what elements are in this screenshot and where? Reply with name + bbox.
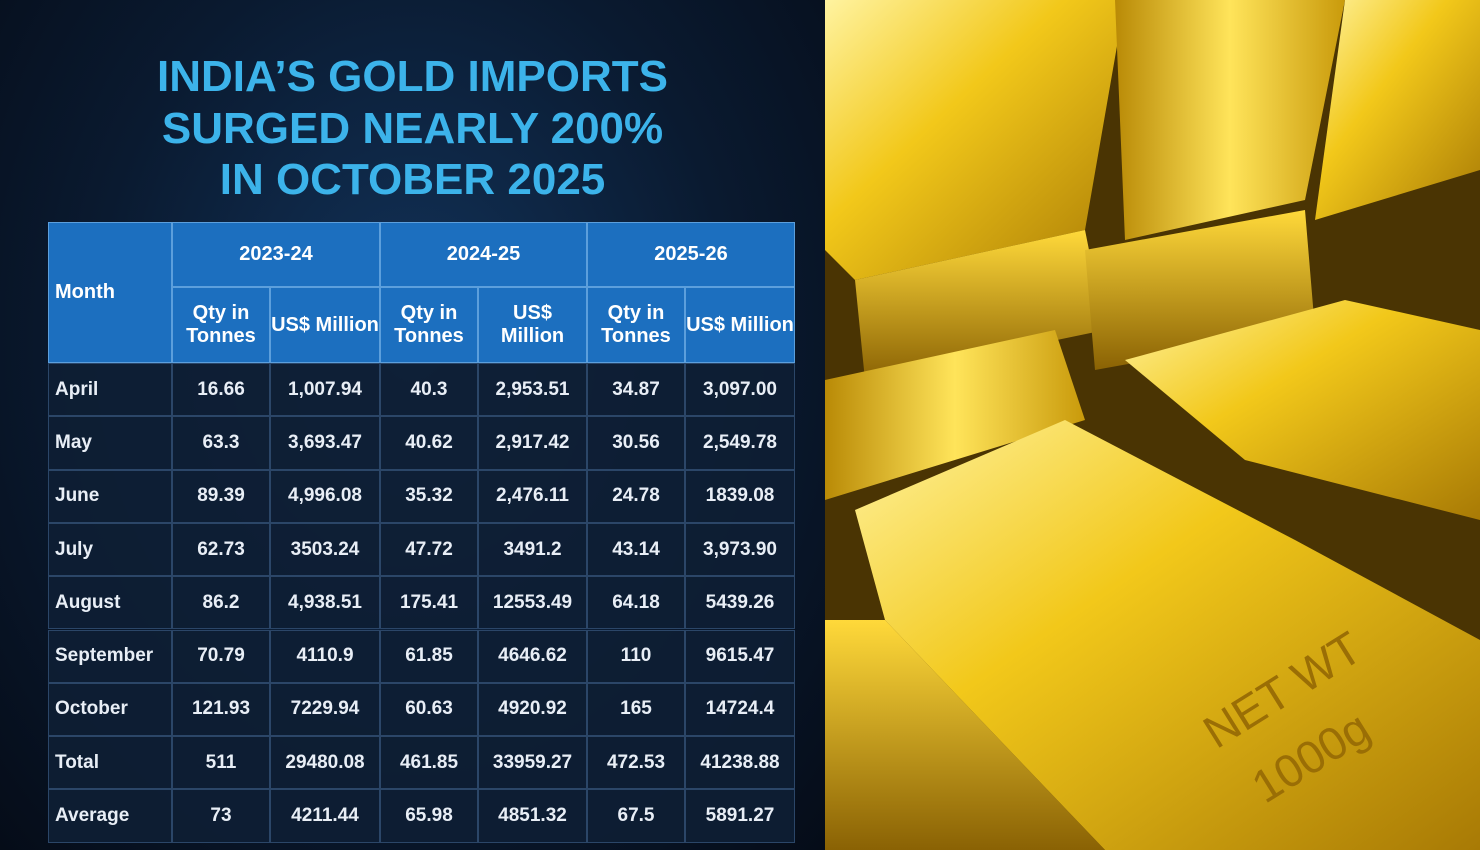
value-cell: 3,693.47 [270,416,380,470]
value-cell: 16.66 [172,363,270,417]
value-cell: 86.2 [172,576,270,630]
value-cell: 63.3 [172,416,270,470]
value-cell: 65.98 [380,789,478,843]
month-cell: April [48,363,172,417]
value-cell: 30.56 [587,416,685,470]
month-cell: September [48,629,172,683]
value-cell: 41238.88 [685,736,795,790]
bar [855,420,1480,850]
sub-header: Qty in Tonnes [380,287,478,363]
value-cell: 33959.27 [478,736,587,790]
title-line: IN OCTOBER 2025 [219,155,606,204]
value-cell: 175.41 [380,576,478,630]
title-line: SURGED NEARLY 200% [161,104,664,153]
value-cell: 121.93 [172,682,270,737]
bar-side [825,620,1105,850]
sub-header: US$ Million [685,287,795,363]
group-header: 2023-24 [172,222,380,287]
value-cell: 40.62 [380,416,478,470]
month-cell: Total [48,736,172,790]
bar [1315,0,1480,220]
value-cell: 110 [587,629,685,683]
value-cell: 67.5 [587,789,685,843]
value-cell: 12553.49 [478,576,587,630]
value-cell: 35.32 [380,469,478,523]
month-cell: June [48,469,172,523]
value-cell: 29480.08 [270,736,380,790]
month-cell: July [48,522,172,577]
value-cell: 3491.2 [478,522,587,577]
infographic: INDIA’S GOLD IMPORTS SURGED NEARLY 200% … [0,0,825,850]
value-cell: 4,938.51 [270,576,380,630]
value-cell: 2,476.11 [478,469,587,523]
group-header: 2025-26 [587,222,795,287]
value-cell: 1,007.94 [270,363,380,417]
sub-header: US$ Million [478,287,587,363]
month-cell: Average [48,789,172,843]
value-cell: 73 [172,789,270,843]
value-cell: 4110.9 [270,629,380,683]
value-cell: 165 [587,682,685,737]
value-cell: 2,953.51 [478,363,587,417]
value-cell: 5439.26 [685,576,795,630]
month-cell: August [48,576,172,630]
value-cell: 40.3 [380,363,478,417]
value-cell: 60.63 [380,682,478,737]
month-cell: May [48,416,172,470]
value-cell: 7229.94 [270,682,380,737]
group-header: 2024-25 [380,222,587,287]
value-cell: 4851.32 [478,789,587,843]
sub-header: Qty in Tonnes [587,287,685,363]
value-cell: 24.78 [587,469,685,523]
value-cell: 3503.24 [270,522,380,577]
bar [825,0,1125,280]
month-cell: October [48,682,172,737]
value-cell: 2,549.78 [685,416,795,470]
value-cell: 2,917.42 [478,416,587,470]
value-cell: 61.85 [380,629,478,683]
value-cell: 3,973.90 [685,522,795,577]
value-cell: 4920.92 [478,682,587,737]
bar [1125,300,1480,520]
value-cell: 43.14 [587,522,685,577]
value-cell: 461.85 [380,736,478,790]
month-header: Month [48,222,172,363]
value-cell: 62.73 [172,522,270,577]
value-cell: 4,996.08 [270,469,380,523]
value-cell: 472.53 [587,736,685,790]
value-cell: 5891.27 [685,789,795,843]
value-cell: 4211.44 [270,789,380,843]
bar [1115,0,1345,240]
value-cell: 34.87 [587,363,685,417]
value-cell: 3,097.00 [685,363,795,417]
bar [825,330,1085,500]
sub-header: US$ Million [270,287,380,363]
sub-header: Qty in Tonnes [172,287,270,363]
value-cell: 89.39 [172,469,270,523]
value-cell: 511 [172,736,270,790]
gold-bars-photo: NET WT 1000g [825,0,1480,850]
title-line: INDIA’S GOLD IMPORTS [157,52,668,101]
value-cell: 47.72 [380,522,478,577]
value-cell: 9615.47 [685,629,795,683]
value-cell: 64.18 [587,576,685,630]
value-cell: 14724.4 [685,682,795,737]
value-cell: 1839.08 [685,469,795,523]
value-cell: 4646.62 [478,629,587,683]
value-cell: 70.79 [172,629,270,683]
